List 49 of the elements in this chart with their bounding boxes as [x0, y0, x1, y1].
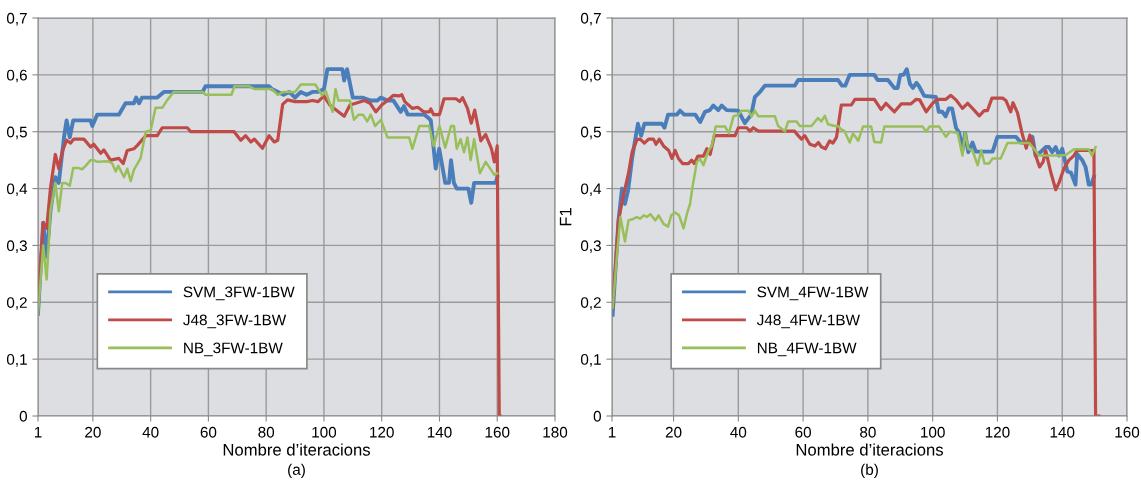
y-tick-label: 0,4 — [580, 183, 602, 197]
x-tick-label: 120 — [985, 426, 1010, 438]
y-tick-label: 0,3 — [6, 240, 27, 253]
text: (a) — [288, 463, 305, 478]
x-tick-label: 60 — [200, 426, 217, 438]
y-tick-label: 0,4 — [6, 183, 28, 197]
y-tick-label: 0,7 — [6, 12, 27, 26]
y-axis-title: F1 — [559, 208, 572, 226]
x-axis-title: Nombre d’iteracions — [796, 443, 944, 456]
legend-label: NB_3FW-1BW — [184, 342, 283, 357]
y-tick-label: 0,2 — [6, 297, 27, 310]
x-tick-label: 20 — [85, 426, 101, 438]
line-series — [38, 93, 502, 416]
legend-label: J48_3FW-1BW — [183, 314, 287, 329]
line-series — [612, 109, 1097, 310]
y-tick-label: 0,5 — [6, 126, 27, 140]
y-tick-label: 0 — [593, 410, 601, 422]
y-tick-label: 0,1 — [6, 354, 27, 367]
x-tick-label: 100 — [921, 426, 945, 438]
x-tick-label: 140 — [1050, 426, 1075, 438]
x-tick-label: 100 — [312, 426, 337, 438]
legend-label: SVM_3FW-1BW — [183, 286, 295, 301]
y-tick-label: 0 — [19, 410, 27, 422]
x-tick-label: 1 — [608, 426, 616, 438]
x-tick-label: 40 — [730, 426, 747, 438]
line-series — [612, 93, 1101, 416]
legend-label: J48_4FW-1BW — [756, 314, 860, 329]
x-tick-label: 160 — [485, 426, 510, 438]
x-tick-label: 180 — [543, 426, 568, 438]
legend-label: SVM_4FW-1BW — [757, 286, 869, 301]
x-tick-label: 80 — [860, 426, 876, 438]
x-tick-label: 120 — [370, 426, 394, 438]
x-axis-title: Nombre d’iteracions — [223, 443, 371, 456]
y-tick-label: 0,6 — [6, 69, 27, 83]
x-tick-label: 20 — [665, 426, 682, 438]
x-tick-label: 80 — [258, 426, 275, 438]
y-tick-label: 0,1 — [580, 354, 601, 367]
legend-label: NB_4FW-1BW — [757, 342, 857, 357]
y-tick-label: 0,6 — [580, 69, 601, 83]
x-tick-label: 1 — [34, 426, 42, 438]
x-tick-label: 40 — [142, 426, 159, 438]
y-tick-label: 0,2 — [580, 297, 601, 310]
x-tick-label: 160 — [1115, 426, 1140, 438]
text: (b) — [861, 463, 878, 478]
y-tick-label: 0,7 — [580, 12, 601, 26]
x-tick-label: 60 — [795, 426, 811, 438]
y-tick-label: 0,3 — [580, 240, 601, 253]
x-tick-label: 140 — [427, 426, 452, 438]
y-tick-label: 0,5 — [580, 126, 601, 140]
